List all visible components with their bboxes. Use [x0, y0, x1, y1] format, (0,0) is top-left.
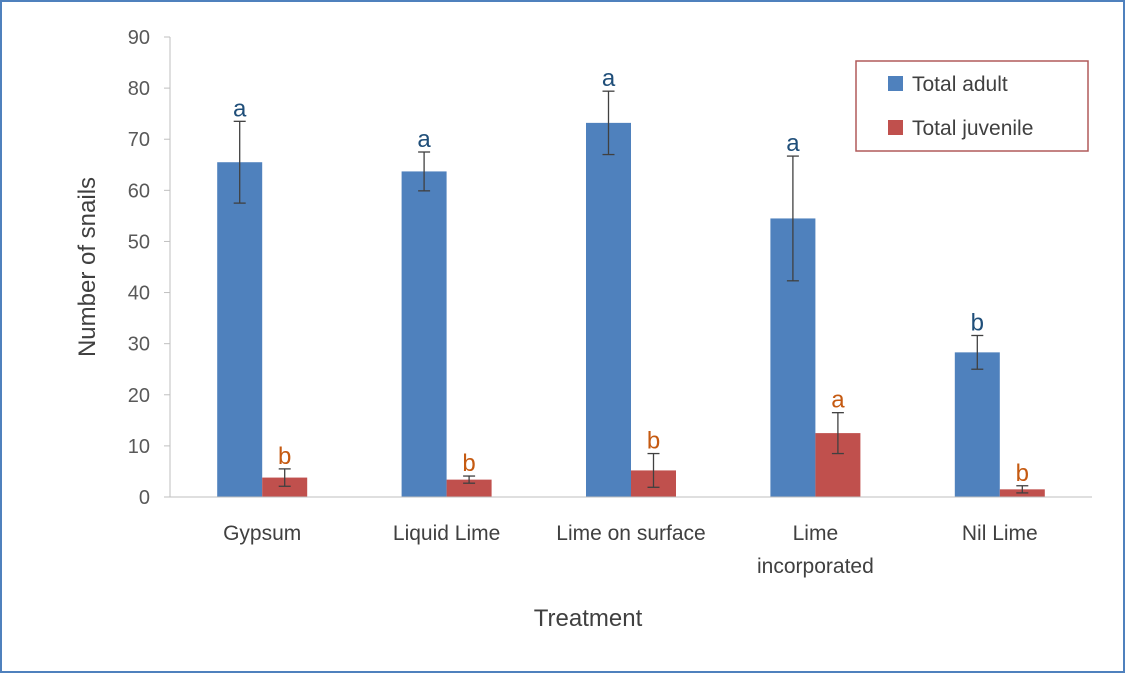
significance-letter: a — [786, 130, 800, 157]
bar — [401, 171, 447, 497]
legend-swatch-adult — [888, 76, 903, 91]
bar — [217, 162, 263, 497]
y-tick-label: 60 — [128, 180, 150, 202]
x-tick-label: Nil Lime — [962, 522, 1038, 545]
legend-swatch-juvenile — [888, 120, 903, 135]
x-axis: Gypsum Liquid Lime Lime on surface Lime inco… — [170, 496, 1092, 578]
significance-letter: b — [278, 443, 291, 470]
significance-letter: a — [831, 387, 845, 414]
x-tick-label: Lime — [793, 522, 839, 545]
legend: Total adult Total juvenile — [855, 60, 1089, 152]
significance-letter: b — [1016, 460, 1029, 487]
error-bars-group — [233, 90, 1029, 494]
bars-group — [217, 122, 1045, 497]
bar — [954, 352, 1000, 497]
y-tick-label: 50 — [128, 231, 150, 253]
y-tick-label: 20 — [128, 385, 150, 407]
significance-letter: b — [462, 450, 475, 477]
y-tick-label: 10 — [128, 436, 150, 458]
x-tick-label: Lime on surface — [556, 522, 705, 545]
y-tick-label: 80 — [128, 78, 150, 100]
y-tick-label: 90 — [128, 27, 150, 49]
y-tick-label: 40 — [128, 283, 150, 305]
bar — [262, 477, 308, 497]
x-tick-label: Gypsum — [223, 522, 301, 545]
bar — [586, 122, 631, 497]
legend-label-adult: Total adult — [912, 73, 1008, 96]
y-axis-title: Number of snails — [74, 177, 101, 357]
y-axis: 0 10 20 30 40 50 60 70 80 90 — [128, 27, 171, 509]
x-tick-label: incorporated — [757, 555, 874, 578]
x-tick-label: Liquid Lime — [393, 522, 500, 545]
significance-letters-group: a a a a b b b b a b — [233, 65, 1029, 487]
significance-letter: a — [417, 126, 431, 153]
x-axis-title: Treatment — [534, 605, 643, 632]
y-tick-label: 0 — [139, 487, 150, 509]
significance-letter: b — [971, 309, 984, 336]
legend-label-juvenile: Total juvenile — [912, 117, 1033, 140]
significance-letter: a — [602, 65, 616, 92]
bar — [446, 479, 492, 497]
y-tick-label: 30 — [128, 334, 150, 356]
significance-letter: a — [233, 95, 247, 122]
significance-letter: b — [647, 428, 660, 455]
y-tick-label: 70 — [128, 129, 150, 151]
